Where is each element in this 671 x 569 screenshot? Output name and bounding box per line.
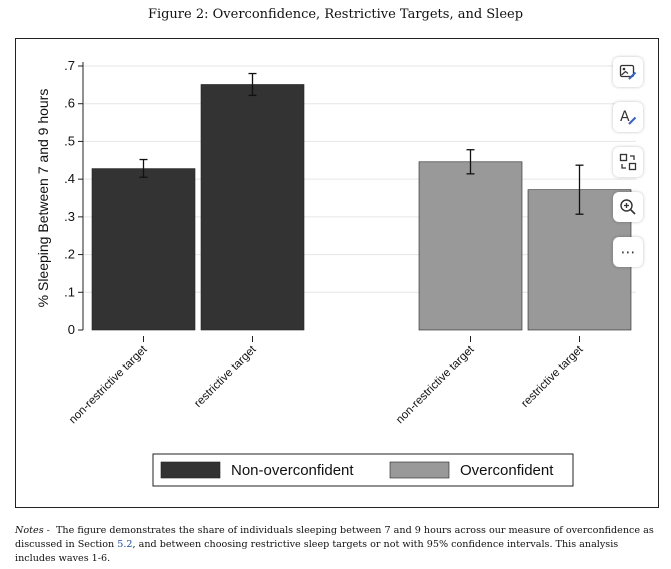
bar (418, 161, 523, 331)
y-tick-label: .1 (64, 284, 75, 299)
legend-label: Overconfident (460, 462, 554, 479)
svg-text:A: A (620, 109, 630, 125)
legend-swatch (160, 461, 221, 479)
notes-label: Notes - (15, 525, 50, 536)
x-tick-label: non-restrictive target (67, 343, 150, 426)
text-style-button[interactable]: A (613, 102, 643, 132)
notes-text-before: The figure demonstrates the share of ind… (15, 525, 654, 550)
y-tick-label: .3 (64, 209, 75, 224)
legend-box (152, 453, 574, 487)
bar-chart: 0 .1 .2 .3 .4 .5 .6 .7 % Sleeping Between 7 and … (35, 58, 636, 487)
y-tick-label: .2 (64, 247, 75, 262)
more-button[interactable]: ⋯ (613, 237, 643, 267)
figure-title: Figure 2: Overconfidence, Restrictive Ta… (147, 7, 524, 22)
text-style-icon: A (619, 108, 637, 126)
y-axis-label: % Sleeping Between 7 and 9 hours (35, 89, 51, 308)
more-icon: ⋯ (620, 243, 636, 261)
x-tick-label: non-restrictive target (394, 343, 477, 426)
image-edit-icon (619, 63, 637, 81)
figure-notes: Notes - The figure demonstrates the shar… (15, 524, 655, 566)
zoom-in-icon (619, 198, 637, 216)
y-tick-label: .6 (64, 96, 75, 111)
y-tick-label: .4 (64, 171, 75, 186)
image-toolbar: A ⋯ (613, 57, 647, 282)
x-tick-label: restrictive target (519, 343, 586, 410)
y-tick-label: 0 (68, 322, 75, 337)
y-tick-label: .5 (64, 133, 75, 148)
section-link[interactable]: 5.2 (117, 539, 133, 550)
swap-layout-icon (619, 153, 637, 171)
notes-text-after: , and between choosing restrictive sleep… (15, 539, 619, 564)
image-edit-button[interactable] (613, 57, 643, 87)
chart-frame: 0 .1 .2 .3 .4 .5 .6 .7 % Sleeping Between 7 and … (15, 38, 659, 508)
bar (200, 84, 305, 331)
y-tick-label: .7 (64, 58, 75, 73)
zoom-in-button[interactable] (613, 192, 643, 222)
legend-swatch (389, 461, 450, 479)
swap-layout-button[interactable] (613, 147, 643, 177)
legend-label: Non-overconfident (231, 462, 354, 479)
bar (91, 168, 196, 331)
x-tick-label: restrictive target (192, 343, 259, 410)
